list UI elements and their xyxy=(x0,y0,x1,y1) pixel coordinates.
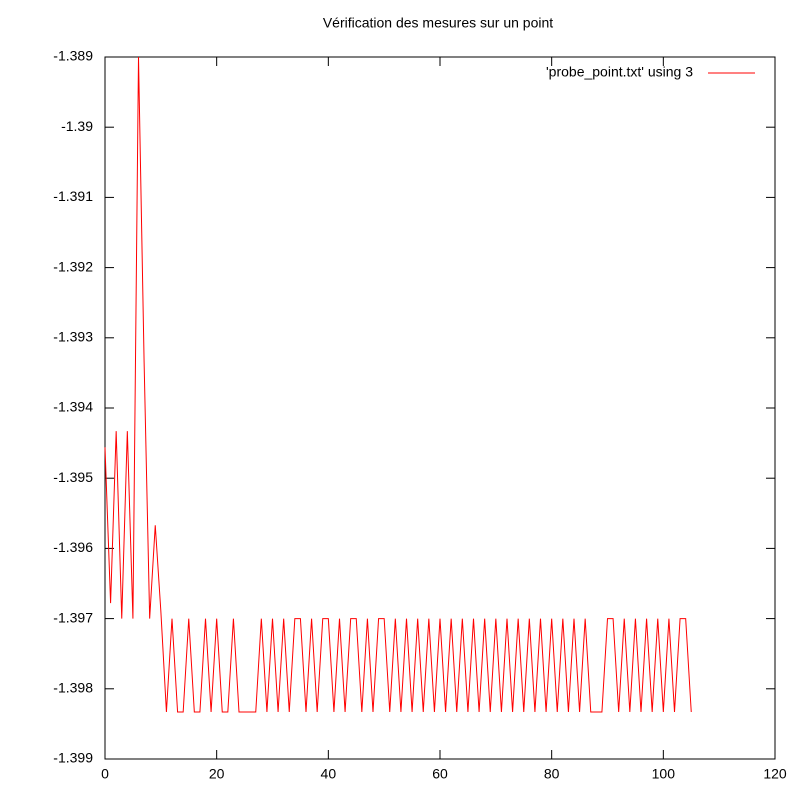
y-tick-label: -1.399 xyxy=(53,750,93,766)
data-line xyxy=(104,56,692,713)
y-tick-label: -1.395 xyxy=(53,469,93,485)
x-tick-label: 60 xyxy=(432,766,448,782)
y-tick-label: -1.39 xyxy=(61,118,93,134)
y-tick-label: -1.397 xyxy=(53,609,93,625)
x-tick-label: 80 xyxy=(544,766,560,782)
x-tick-label: 100 xyxy=(652,766,676,782)
x-tick-label: 40 xyxy=(321,766,337,782)
y-tick-label: -1.396 xyxy=(53,539,93,555)
y-tick-label: -1.398 xyxy=(53,680,93,696)
y-tick-label: -1.391 xyxy=(53,188,93,204)
y-tick-label: -1.389 xyxy=(53,48,93,64)
legend-label: 'probe_point.txt' using 3 xyxy=(546,64,693,80)
x-tick-label: 120 xyxy=(763,766,787,782)
x-tick-label: 0 xyxy=(101,766,109,782)
y-tick-label: -1.394 xyxy=(53,399,93,415)
y-tick-label: -1.392 xyxy=(53,258,93,274)
chart-title: Vérification des mesures sur un point xyxy=(323,15,553,31)
y-tick-label: -1.393 xyxy=(53,329,93,345)
x-tick-label: 20 xyxy=(209,766,225,782)
